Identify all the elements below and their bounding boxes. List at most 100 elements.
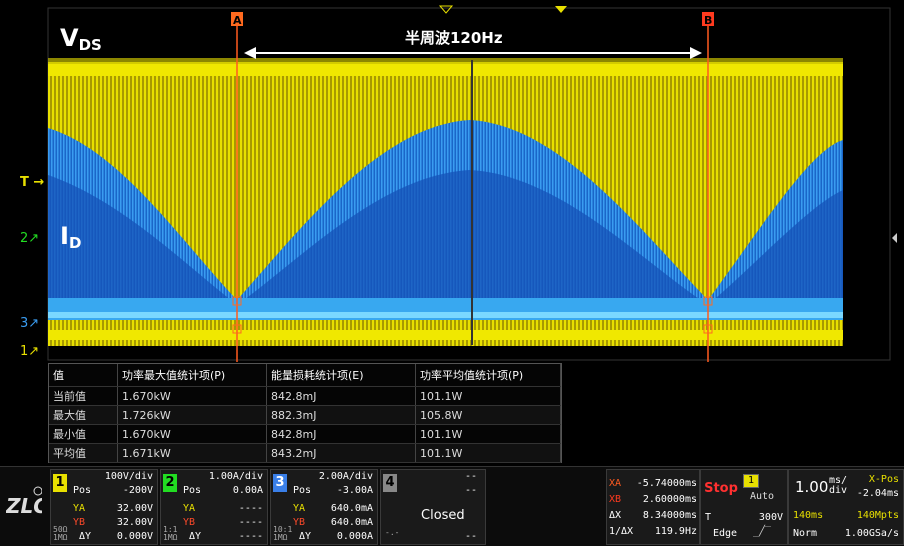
ch1-impedance: 50Ω 1MΩ: [53, 525, 68, 542]
ch3-impedance: 10:1 1MΩ: [273, 525, 293, 542]
status-bar: ZLG 1 100V/div Pos -200V YA 32.00V YB 32…: [0, 466, 904, 546]
cell-value: 843.2mJ: [266, 443, 416, 463]
cell-value: 1.670kW: [117, 386, 267, 406]
dx-label: ΔX: [609, 510, 622, 521]
ch1-ya: 32.00V: [116, 503, 153, 514]
trigger-type: Edge: [713, 528, 738, 539]
xpos-label: X-Pos: [868, 474, 899, 485]
xb-label: XB: [609, 494, 622, 505]
ch3-pos-label: Pos: [293, 485, 312, 496]
trigger-mode[interactable]: Auto: [749, 491, 775, 502]
sample-rate: 1.00GSa/s: [844, 528, 899, 539]
table-row: 最小值 1.670kW 842.8mJ 101.1W: [49, 424, 561, 444]
waveform-plot[interactable]: A B VDS ID 半周波120Hz T → 2↗ 3↗ 1↗: [0, 0, 904, 466]
cell-value: 101.1W: [415, 424, 561, 444]
vds-label: VDS: [60, 24, 102, 54]
inv-dx-value: 119.9Hz: [654, 526, 697, 537]
cursor-a-label: A: [233, 14, 242, 27]
period-arrow-right-head: [690, 47, 702, 59]
ch2-dy: ----: [238, 531, 263, 542]
ch3-dy-label: ΔY: [299, 531, 312, 542]
inv-dx-label: 1/ΔX: [609, 526, 634, 537]
ch4-state: Closed: [421, 508, 465, 523]
vds-low-band-core: [48, 330, 843, 340]
acq-mode: Norm: [793, 528, 818, 539]
ch4-scale: --: [464, 471, 477, 482]
ch1-dy-label: ΔY: [79, 531, 92, 542]
ch2-panel[interactable]: 2 1.00A/div Pos 0.00A YA ---- YB ---- 1:…: [160, 469, 268, 545]
row-label: 当前值: [49, 386, 118, 406]
trigger-source[interactable]: 1: [743, 474, 759, 488]
cell-value: 1.726kW: [117, 405, 267, 425]
cursor-a-cross-bot: [232, 324, 242, 334]
table-header-row: 值 功率最大值统计项(P) 能量损耗统计项(E) 功率平均值统计项(P): [49, 364, 561, 387]
col-header: 能量损耗统计项(E): [266, 364, 416, 387]
table-row: 当前值 1.670kW 842.8mJ 101.1W: [49, 386, 561, 406]
trigger-level: 300V: [758, 512, 783, 523]
ch3-yb-label: YB: [293, 517, 306, 528]
cursor-a-cross-top: [232, 296, 242, 306]
power-measurement-table: 值 功率最大值统计项(P) 能量损耗统计项(E) 功率平均值统计项(P) 当前值…: [48, 363, 562, 463]
cell-value: 105.8W: [415, 405, 561, 425]
ch4-pos: --: [464, 485, 477, 496]
ch2-impedance: 1:1 1MΩ: [163, 525, 178, 542]
ch3-offset-marker: 3↗: [20, 316, 39, 331]
xa-value: -5.74000ms: [636, 478, 697, 489]
trigger-panel[interactable]: Stop 1 Auto T 300V Edge _╱‾: [700, 469, 788, 545]
run-stop-button[interactable]: Stop: [704, 481, 738, 496]
ch1-yb: 32.00V: [116, 517, 153, 528]
ch1-dy: 0.000V: [116, 531, 153, 542]
period-arrow-left-head: [244, 47, 256, 59]
cursor-readout-panel[interactable]: XA -5.74000ms XB 2.60000ms ΔX 8.34000ms …: [606, 469, 700, 545]
cell-value: 101.1W: [415, 386, 561, 406]
ch3-yb: 640.0mA: [330, 517, 373, 528]
cell-value: 101.1W: [415, 443, 561, 463]
ch1-panel[interactable]: 1 100V/div Pos -200V YA 32.00V YB 32.00V…: [50, 469, 158, 545]
ch1-number: 1: [53, 474, 67, 492]
right-scroll-marker: [892, 233, 897, 243]
col-header: 功率平均值统计项(P): [415, 364, 561, 387]
timebase-scale: 1.00: [795, 478, 829, 496]
trigger-position-marker-hollow: [438, 5, 454, 14]
ch4-panel[interactable]: 4 -- -- Closed -.- --: [380, 469, 486, 545]
table-row: 最大值 1.726kW 882.3mJ 105.8W: [49, 405, 561, 425]
cell-value: 842.8mJ: [266, 424, 416, 444]
ch1-pos: -200V: [122, 485, 153, 496]
xpos-value: -2.04ms: [856, 488, 899, 499]
ch2-number: 2: [163, 474, 177, 492]
ch1-scale: 100V/div: [104, 471, 153, 482]
cursor-b-tag: [702, 12, 714, 26]
ch3-scale: 2.00A/div: [318, 471, 373, 482]
cursor-a-tag: [231, 12, 243, 26]
trigger-level-label: T: [705, 512, 712, 523]
id-waveform-inner: [48, 170, 843, 320]
ch3-number: 3: [273, 474, 287, 492]
svg-text:ZLG: ZLG: [6, 494, 42, 518]
trigger-position-marker: [555, 6, 567, 13]
row-label: 最小值: [49, 424, 118, 444]
ch2-offset-marker: 2↗: [20, 231, 39, 246]
ch1-ya-label: YA: [73, 503, 86, 514]
ch2-pos-label: Pos: [183, 485, 202, 496]
row-label: 最大值: [49, 405, 118, 425]
id-baseline-cyan: [48, 312, 843, 318]
ch4-dy: --: [464, 531, 477, 542]
cell-value: 1.671kW: [117, 443, 267, 463]
cursor-b-cross-top: [703, 296, 713, 306]
row-label: 平均值: [49, 443, 118, 463]
ch4-number: 4: [383, 474, 397, 492]
ch1-pos-label: Pos: [73, 485, 92, 496]
period-annotation: 半周波120Hz: [405, 29, 503, 47]
ch3-pos: -3.00A: [336, 485, 373, 496]
col-header: 功率最大值统计项(P): [117, 364, 267, 387]
rising-edge-icon: _╱‾: [753, 526, 772, 537]
ch3-dy: 0.000A: [336, 531, 373, 542]
timebase-panel[interactable]: 1.00 ms/div X-Pos -2.04ms 140ms 140Mpts …: [788, 469, 904, 545]
cell-value: 1.670kW: [117, 424, 267, 444]
ch3-panel[interactable]: 3 2.00A/div Pos -3.00A YA 640.0mA YB 640…: [270, 469, 378, 545]
dx-value: 8.34000ms: [642, 510, 697, 521]
ch2-dy-label: ΔY: [189, 531, 202, 542]
ch1-yb-label: YB: [73, 517, 86, 528]
timebase-unit: ms/div: [829, 475, 848, 496]
